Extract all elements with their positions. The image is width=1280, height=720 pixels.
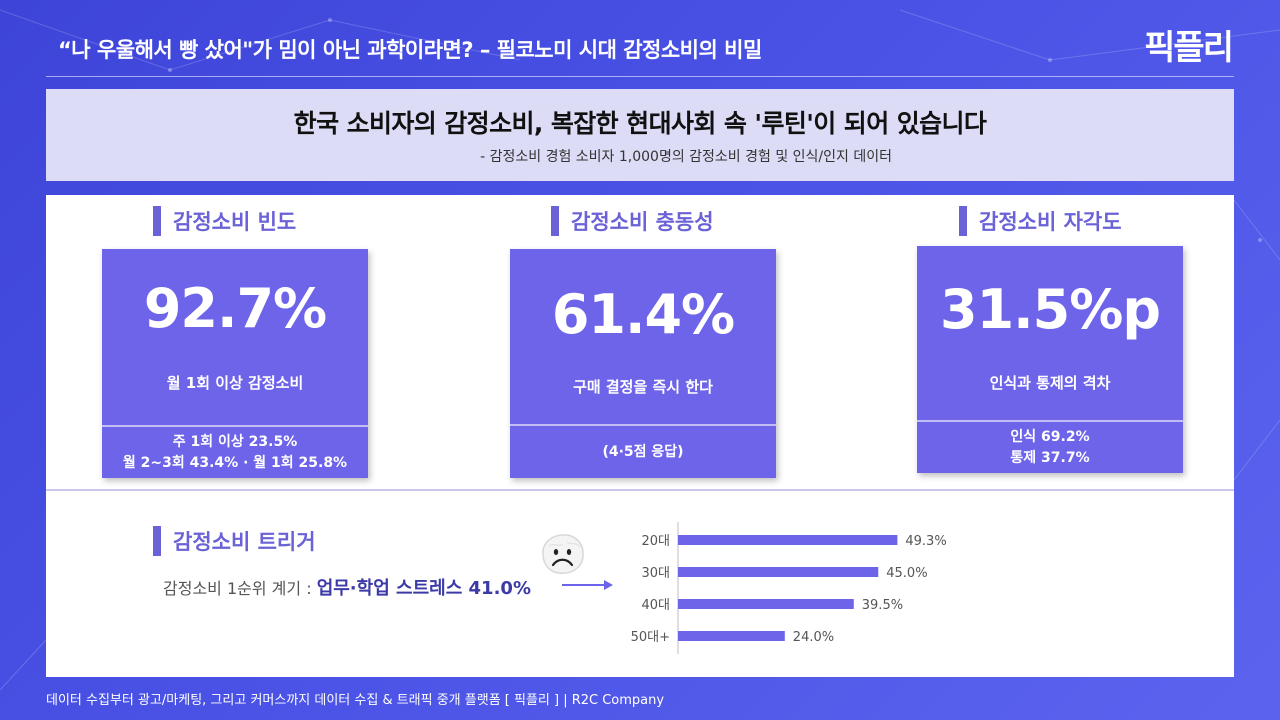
stat-label: 구매 결정을 즉시 한다 [573,378,713,396]
section-heading-awareness: 감정소비 자각도 [959,206,1122,236]
bar-value-label: 49.3% [905,534,946,549]
trigger-lead: 감정소비 1순위 계기 : [163,579,317,598]
heading-label: 감정소비 충동성 [571,210,714,234]
stat-value: 92.7% [143,277,327,340]
summary-banner: 한국 소비자의 감정소비, 복잡한 현대사회 속 '루틴'이 되어 있습니다 -… [46,89,1234,181]
stat-details: (4·5점 응답) [510,424,776,478]
bar-value-label: 24.0% [793,630,834,645]
bar-value-label: 39.5% [862,598,903,613]
trigger-statement: 감정소비 1순위 계기 : 업무·학업 스트레스 41.0% [163,574,531,600]
sad-face-icon [542,534,584,574]
stat-detail-line: (4·5점 응답) [602,443,684,460]
footer-text: 데이터 수집부터 광고/마케팅, 그리고 커머스까지 데이터 수집 & 트래픽 … [46,693,665,708]
stat-value: 31.5%p [940,278,1161,341]
stat-detail-line: 월 2~3회 43.4% · 월 1회 25.8% [122,454,348,471]
bar-0 [678,535,898,545]
stat-detail-line: 통제 37.7% [1010,449,1090,466]
section-divider [46,489,1234,491]
stat-detail-line: 인식 69.2% [1010,428,1090,445]
heading-marker [153,206,161,236]
category-tick-label: 50대+ [631,630,670,645]
stat-label: 월 1회 이상 감정소비 [166,374,304,392]
category-tick-label: 30대 [641,566,670,581]
stat-value: 61.4% [551,283,735,346]
bar-3 [678,631,785,641]
section-heading-frequency: 감정소비 빈도 [153,206,296,236]
bar-1 [678,567,879,577]
section-heading-trigger: 감정소비 트리거 [153,526,316,556]
category-tick-label: 20대 [641,534,670,549]
heading-label: 감정소비 자각도 [979,210,1122,234]
stat-card-impulsivity: 61.4% 구매 결정을 즉시 한다 (4·5점 응답) [510,249,776,478]
heading-marker [959,206,967,236]
age-group-bar-chart: 20대 49.3% 30대 45.0% 40대 39.5% 50대+ 24.0% [631,522,947,654]
stat-card-awareness: 31.5%p 인식과 통제의 격차 인식 69.2% 통제 37.7% [917,246,1183,473]
pickply-logo[interactable]: 픽플리 [1144,28,1234,68]
heading-label: 감정소비 트리거 [173,530,316,554]
stat-detail-line: 주 1회 이상 23.5% [172,433,298,450]
banner-title: 한국 소비자의 감정소비, 복잡한 현대사회 속 '루틴'이 되어 있습니다 [293,109,987,138]
page-title: “나 우울해서 빵 샀어"가 밈이 아닌 과학이라면? – 필코노미 시대 감정… [58,38,762,62]
stat-label: 인식과 통제의 격차 [989,374,1111,392]
banner-subtitle: - 감정소비 경험 소비자 1,000명의 감정소비 경험 및 인식/인지 데이… [480,149,892,165]
section-heading-impulsivity: 감정소비 충동성 [551,206,714,236]
trigger-highlight: 업무·학업 스트레스 41.0% [316,578,531,599]
bar-2 [678,599,854,609]
stat-details: 인식 69.2% 통제 37.7% [917,420,1183,473]
category-tick-label: 40대 [641,598,670,613]
heading-label: 감정소비 빈도 [173,210,297,234]
trigger-panel [46,491,1234,677]
heading-marker [551,206,559,236]
header-divider [46,76,1234,77]
stat-details: 주 1회 이상 23.5% 월 2~3회 43.4% · 월 1회 25.8% [102,425,368,478]
stat-card-frequency: 92.7% 월 1회 이상 감정소비 주 1회 이상 23.5% 월 2~3회 … [102,249,368,478]
heading-marker [153,526,161,556]
bar-value-label: 45.0% [886,566,927,581]
arrow-right-icon [562,580,613,590]
